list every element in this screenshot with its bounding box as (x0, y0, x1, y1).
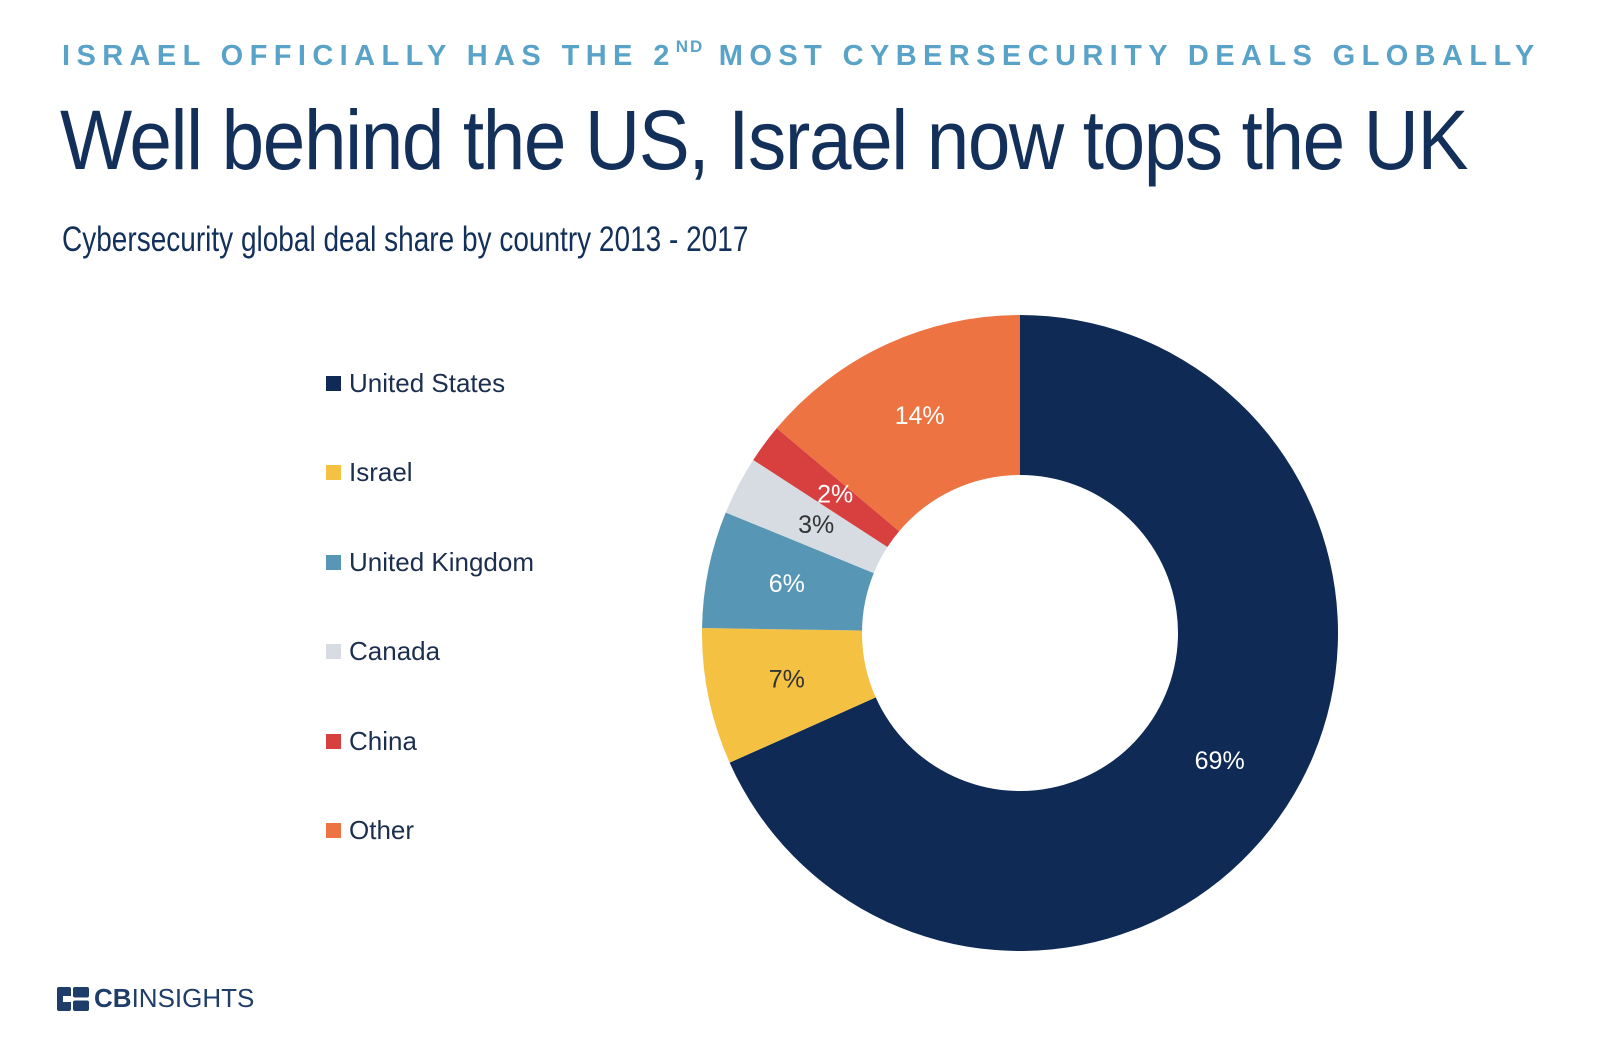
cbinsights-logo-text: CBINSIGHTS (94, 983, 255, 1013)
legend-swatch (326, 554, 341, 570)
cbinsights-logo-icon (57, 986, 89, 1011)
legend-item-united-states: United States (326, 365, 505, 401)
legend-swatch (326, 823, 341, 838)
slice-china (753, 428, 900, 548)
kicker-heading: ISRAEL OFFICIALLY HAS THE 2ND MOST CYBER… (62, 37, 1541, 73)
slice-label-canada: 3% (798, 511, 834, 539)
kicker-superscript: ND (675, 37, 705, 56)
legend-item-united-kingdom: United Kingdom (326, 544, 534, 580)
slice-other (776, 315, 1020, 532)
legend-label: United States (349, 367, 506, 398)
legend-swatch (326, 644, 341, 659)
slice-label-other: 14% (895, 402, 945, 430)
slice-united-kingdom (702, 512, 874, 631)
legend-label: Other (349, 815, 415, 845)
kicker-text-pre: ISRAEL OFFICIALLY HAS THE 2 (62, 40, 676, 72)
donut-slices (702, 315, 1339, 951)
slice-united-states (729, 315, 1339, 951)
legend-swatch (326, 733, 341, 749)
chart-subtitle: Cybersecurity global deal share by count… (62, 220, 749, 259)
slice-label-israel: 7% (769, 665, 805, 693)
kicker-text-post: MOST CYBERSECURITY DEALS GLOBALLY (704, 40, 1541, 72)
legend-swatch (326, 375, 341, 391)
legend-label: United Kingdom (349, 546, 534, 577)
legend-item-china: China (326, 723, 417, 759)
page-title: Well behind the US, Israel now tops the … (60, 93, 1468, 187)
legend-item-canada: Canada (326, 634, 440, 670)
legend-label: China (349, 725, 417, 756)
slice-label-united-kingdom: 6% (769, 570, 805, 598)
slice-israel (702, 628, 876, 763)
legend-label: Canada (349, 636, 441, 666)
legend-item-israel: Israel (326, 455, 413, 491)
slice-label-china: 2% (817, 481, 853, 509)
donut-labels: 69% 7% 6% 3%2% 14% (769, 402, 1245, 775)
legend-swatch (326, 465, 341, 480)
legend-item-other: Other (326, 813, 414, 849)
slice-label-united-states: 69% (1195, 747, 1245, 775)
slice-canada (725, 459, 888, 574)
legend-label: Israel (349, 457, 413, 487)
cbinsights-logo: CBINSIGHTS (57, 983, 254, 1014)
